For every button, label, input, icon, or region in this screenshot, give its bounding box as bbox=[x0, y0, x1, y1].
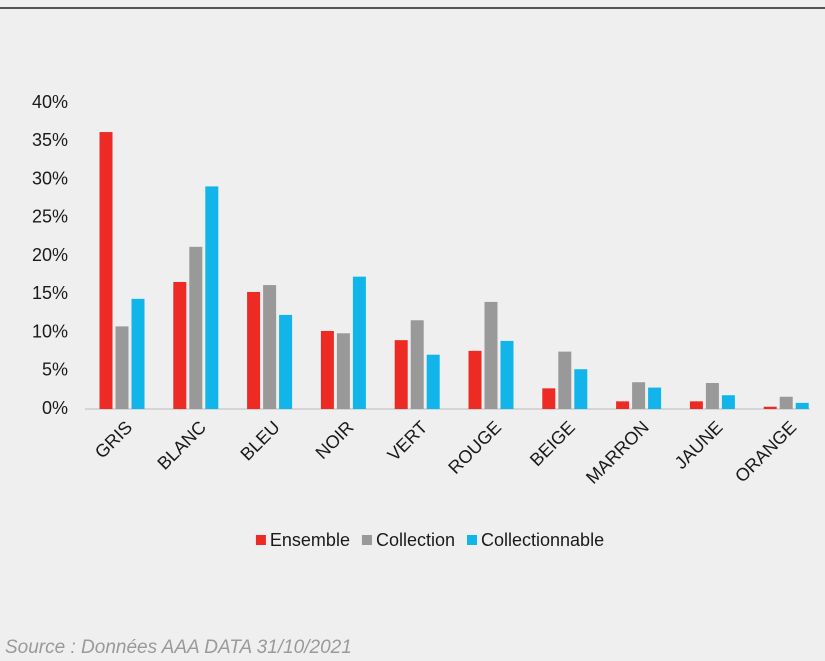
bar bbox=[426, 354, 440, 409]
x-tick-label: BLEU bbox=[236, 417, 283, 464]
legend-label: Collectionnable bbox=[481, 530, 604, 550]
bar bbox=[173, 282, 187, 409]
bar bbox=[616, 401, 630, 409]
bar bbox=[320, 330, 334, 409]
x-tick-label: ORANGE bbox=[731, 417, 800, 486]
source: Source : Données AAA DATA 31/10/2021 bbox=[5, 637, 352, 658]
legend-label: Collection bbox=[376, 530, 455, 550]
bar bbox=[131, 298, 145, 409]
bar bbox=[247, 291, 261, 409]
bar bbox=[99, 132, 113, 409]
y-tick-label: 15% bbox=[32, 283, 68, 303]
bar bbox=[632, 382, 646, 409]
y-tick-label: 30% bbox=[32, 168, 68, 188]
bar bbox=[795, 402, 809, 409]
bar bbox=[558, 351, 572, 409]
bar bbox=[689, 401, 703, 409]
y-tick-label: 40% bbox=[32, 92, 68, 112]
x-tick-label: MARRON bbox=[582, 417, 653, 488]
x-tick-label: ROUGE bbox=[444, 417, 505, 478]
bar bbox=[263, 285, 277, 409]
y-tick-label: 10% bbox=[32, 321, 68, 341]
x-tick-label: JAUNE bbox=[671, 417, 727, 473]
bar bbox=[394, 340, 408, 409]
y-tick-label: 20% bbox=[32, 245, 68, 265]
bar bbox=[648, 387, 662, 409]
legend-swatch bbox=[361, 535, 372, 545]
bar bbox=[205, 186, 219, 409]
bar bbox=[500, 340, 514, 409]
x-tick-label: GRIS bbox=[91, 417, 136, 462]
x-tick-label: NOIR bbox=[312, 417, 358, 463]
y-tick-label: 35% bbox=[32, 130, 68, 150]
legend-label: Ensemble bbox=[270, 530, 350, 550]
bar bbox=[721, 395, 735, 409]
bar bbox=[410, 320, 424, 409]
bar bbox=[542, 388, 556, 409]
y-tick-label: 0% bbox=[42, 398, 68, 418]
x-tick-label: BLANC bbox=[153, 417, 210, 474]
bar bbox=[115, 326, 129, 409]
bar bbox=[336, 333, 350, 409]
bar bbox=[484, 301, 498, 409]
bar bbox=[468, 350, 482, 409]
bar bbox=[705, 382, 719, 409]
bar bbox=[763, 406, 777, 409]
bar bbox=[352, 276, 366, 409]
y-tick-label: 5% bbox=[42, 360, 68, 380]
x-tick-label: VERT bbox=[384, 417, 432, 465]
bar bbox=[779, 396, 793, 409]
bar bbox=[574, 369, 588, 409]
legend-swatch bbox=[255, 535, 266, 545]
y-tick-label: 25% bbox=[32, 207, 68, 227]
x-tick-label: BEIGE bbox=[526, 417, 579, 470]
bar bbox=[279, 314, 293, 409]
bar bbox=[189, 246, 203, 409]
legend-swatch bbox=[467, 535, 477, 545]
